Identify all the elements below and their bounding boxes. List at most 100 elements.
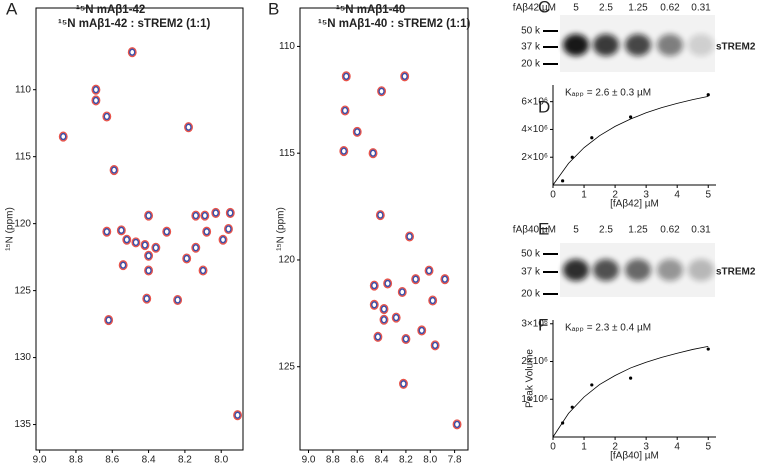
y-tick-label: 125 [14,285,31,296]
peak-contour [430,340,440,351]
peak-contour [105,316,113,324]
peak-contour [406,232,413,241]
peak-contour [431,341,439,350]
legend-entry: ¹⁵N mAβ1-40 : sTREM2 (1:1) [318,18,471,30]
lane-label: 1.25 [628,225,648,236]
lane-label: 0.62 [660,3,680,14]
peak-contour [375,210,385,221]
x-tick-label: 8.6 [105,455,119,466]
blot-band [657,259,683,281]
data-point [570,155,574,159]
peak-contour [144,265,154,276]
peak-contour [104,315,114,326]
peak-contour [185,123,192,131]
peak-contour [378,87,385,96]
lane-label: 2.5 [599,225,613,236]
y-tick-label: 6×10⁶ [521,96,548,107]
peak-contour [92,96,100,105]
peak-contour [391,312,401,323]
peak-contour [369,280,379,291]
mw-marker: 50 k [521,26,541,37]
panel-letter: E [538,219,549,238]
x-tick-label: 1 [581,442,587,453]
y-tick-label: 135 [14,419,31,430]
peak-contour [59,132,67,141]
peak-contour [163,227,171,236]
peak-contour [174,296,182,304]
peak-contour [368,148,378,159]
peak-contour [377,86,387,97]
x-tick-label: 1 [581,190,587,201]
x-tick-label: 3 [643,190,649,201]
peak-contour [453,420,461,429]
peak-contour [184,122,193,133]
peak-contour [376,211,384,219]
peak-contour [429,296,437,305]
peak-contour [212,209,220,217]
data-point [629,115,633,119]
blot-band [688,259,714,281]
blot-band [563,34,589,56]
peak-contour [92,85,100,94]
peak-contour [341,71,351,82]
x-tick-label: 9.0 [33,455,47,466]
blot-label: fAβ42 µM [513,3,556,14]
peak-contour [200,210,210,221]
peak-contour [58,131,68,142]
peak-contour [226,209,234,217]
peak-contour [401,72,409,81]
peak-contour [141,241,149,249]
peak-contour [102,111,112,122]
y-tick-label: 1×10⁶ [521,394,548,405]
peak-contour [340,105,350,116]
peak-contour [183,254,191,263]
peak-contour [400,380,407,388]
peak-contour [110,166,118,174]
y-axis-label: Peak Volume [525,349,536,408]
blot-band [563,259,589,281]
peak-contour [191,210,201,221]
data-point [706,347,710,351]
peak-contour [140,240,150,251]
peak-contour [203,227,211,236]
peak-contour [145,251,152,260]
x-tick-label: 8.4 [142,455,156,466]
peak-contour [152,243,160,252]
peak-contour [145,266,152,275]
peak-contour [425,266,433,275]
y-tick-label: 115 [15,151,31,162]
y-tick-label: 4×10⁶ [521,124,548,135]
peak-contour [379,314,389,325]
x-tick-label: 8.4 [375,455,389,466]
peak-contour [131,237,141,248]
peak-contour [380,315,388,324]
peak-contour [192,211,200,220]
y-tick-label: 2×10⁶ [521,356,548,367]
peak-contour [199,266,207,275]
y-axis-label: ¹⁵N (ppm) [276,207,287,251]
x-tick-label: 5 [705,190,711,201]
lane-label: 1.25 [628,3,648,14]
data-point [561,179,565,183]
peak-contour [91,95,101,106]
peak-contour [339,146,349,157]
peak-contour [225,207,235,218]
peak-contour [392,313,400,322]
peak-contour [103,112,111,121]
y-axis-label: ¹⁵N (ppm) [5,207,16,251]
fit-curve [552,346,709,438]
peak-contour [379,304,389,315]
peak-contour [441,275,449,283]
peak-contour [412,275,420,283]
peak-contour [211,207,221,218]
peak-contour [151,242,161,253]
x-tick-label: 8.0 [423,455,437,466]
peak-contour [383,278,393,289]
blot-band [688,34,714,56]
x-tick-label: 7.8 [448,455,462,466]
blot-band [625,34,651,56]
peak-contour [397,286,407,298]
x-tick-label: 9.0 [302,455,316,466]
blot-band [593,259,619,281]
blot-band [625,259,651,281]
